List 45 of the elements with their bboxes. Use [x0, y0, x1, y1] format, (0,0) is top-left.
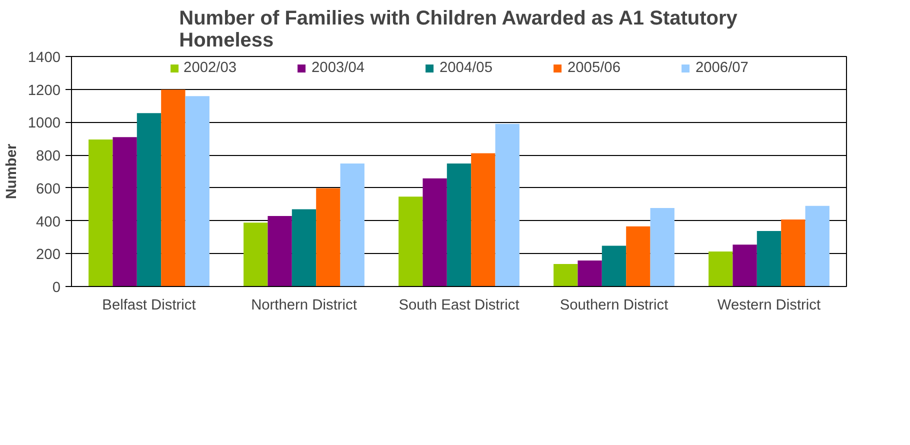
bar [422, 178, 447, 286]
bar [112, 137, 137, 286]
y-tick-label: 1200 [28, 82, 61, 99]
x-tick-label: Western District [717, 298, 821, 314]
legend-label: 2006/07 [695, 60, 748, 76]
y-tick-label: 1000 [28, 116, 61, 132]
x-tick-label: South East District [398, 298, 520, 314]
bar [805, 206, 830, 286]
bar [268, 216, 292, 286]
bar [732, 244, 757, 286]
bar [471, 153, 496, 286]
y-tick-label: 800 [36, 148, 61, 165]
bar [136, 113, 162, 286]
bar [781, 219, 806, 286]
bar [185, 96, 210, 286]
y-axis-title: Number [4, 144, 20, 200]
chart-title: Number of Families with Children Awarded as A1 Statutory Homeless [179, 8, 738, 52]
legend-label: 2003/04 [312, 60, 365, 76]
y-tick-label: 600 [36, 181, 61, 198]
bar [602, 246, 626, 286]
bar [708, 252, 733, 286]
y-tick-label: 400 [36, 214, 61, 230]
bar [495, 124, 520, 286]
bar [316, 188, 340, 286]
bar [88, 139, 113, 286]
bar [650, 208, 674, 286]
x-tick-label: Belfast District [102, 298, 196, 314]
bar [398, 196, 423, 286]
bar [292, 209, 316, 286]
y-tick-label: 0 [52, 280, 61, 296]
legend-label: 2002/03 [184, 60, 237, 76]
bar [554, 264, 578, 286]
bar [161, 90, 186, 286]
bar [626, 226, 650, 286]
legend-label: 2004/05 [440, 60, 492, 76]
x-tick-label: Northern District [251, 298, 357, 314]
x-tick-label: Southern District [560, 298, 668, 314]
y-tick-label: 200 [36, 247, 61, 264]
bar [578, 260, 602, 286]
bar [446, 163, 472, 286]
legend-label: 2005/06 [567, 60, 620, 76]
bar [244, 222, 268, 286]
bar [340, 163, 364, 286]
y-tick-label: 1400 [28, 50, 61, 66]
bar [756, 230, 782, 286]
